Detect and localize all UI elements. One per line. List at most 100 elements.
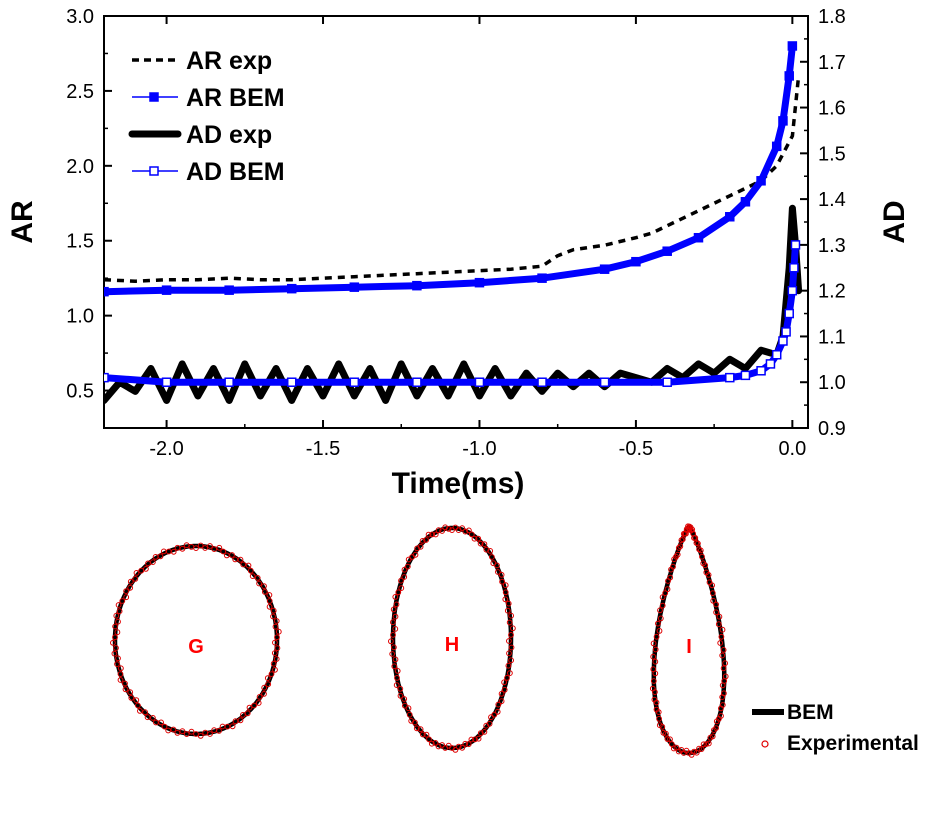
experimental-point xyxy=(237,556,244,563)
legend-experimental-label: Experimental xyxy=(787,732,919,755)
experimental-point xyxy=(270,613,276,620)
experimental-point xyxy=(703,741,710,747)
legend-label: AD exp xyxy=(186,121,272,149)
experimental-point xyxy=(713,718,720,725)
data-point-ad-bem xyxy=(790,240,801,250)
experimental-point xyxy=(123,588,129,594)
experimental-point xyxy=(650,640,657,647)
experimental-point xyxy=(392,656,399,663)
experimental-point xyxy=(211,727,218,734)
experimental-point xyxy=(142,709,149,716)
experimental-point xyxy=(174,730,181,736)
data-point-ad-bem xyxy=(474,377,485,387)
experimental-point xyxy=(193,731,199,737)
experimental-point xyxy=(718,705,724,712)
experimental-point xyxy=(719,694,726,700)
experimental-point xyxy=(459,744,466,751)
experimental-point xyxy=(699,553,705,560)
experimental-point xyxy=(255,700,262,706)
experimental-point xyxy=(275,628,282,635)
experimental-point xyxy=(249,573,256,579)
experimental-point xyxy=(719,682,726,689)
experimental-point xyxy=(692,535,699,541)
experimental-point xyxy=(392,626,399,632)
experimental-point xyxy=(455,743,462,750)
x-tick-label: -2.0 xyxy=(149,438,183,460)
y2-tick-label: 1.2 xyxy=(818,281,846,303)
experimental-point xyxy=(150,559,156,565)
experimental-point xyxy=(425,531,432,538)
experimental-point xyxy=(388,638,394,645)
experimental-point xyxy=(685,525,692,531)
experimental-point xyxy=(183,731,190,737)
data-point-ar-bem xyxy=(224,285,234,295)
legend-label: AR BEM xyxy=(186,84,285,112)
experimental-point xyxy=(143,566,149,572)
experimental-point xyxy=(393,682,400,688)
experimental-point xyxy=(459,525,466,532)
experimental-point xyxy=(261,583,267,589)
data-point-ar-bem xyxy=(599,264,610,274)
experimental-point xyxy=(705,572,712,578)
y-tick-label: 0.5 xyxy=(66,381,94,403)
experimental-point xyxy=(111,650,118,657)
series-line-ar-exp xyxy=(104,75,801,283)
experimental-point xyxy=(261,589,268,595)
experimental-point xyxy=(495,701,502,708)
experimental-point xyxy=(508,612,515,619)
data-point-ar-bem xyxy=(631,256,641,267)
experimental-point xyxy=(272,666,278,673)
experimental-point xyxy=(261,684,268,691)
experimental-point xyxy=(663,730,669,737)
experimental-point xyxy=(649,685,656,692)
experimental-point xyxy=(674,551,681,558)
experimental-point xyxy=(650,653,657,660)
experimental-point xyxy=(393,601,400,608)
y2-tick-label: 1.0 xyxy=(818,372,846,394)
experimental-point xyxy=(412,551,419,558)
data-point-ad-bem xyxy=(161,377,172,387)
x-tick-label: -1.0 xyxy=(462,438,496,460)
data-point-ad-bem xyxy=(537,377,547,387)
experimental-point xyxy=(150,715,156,721)
data-point-ar-bem xyxy=(662,246,672,256)
shape-i: I xyxy=(649,523,729,758)
experimental-point xyxy=(273,618,280,624)
experimental-point xyxy=(508,632,514,638)
experimental-point xyxy=(115,618,121,625)
experimental-point xyxy=(487,548,494,554)
experimental-point xyxy=(127,584,134,591)
experimental-point xyxy=(656,628,663,634)
y-tick-label: 2.0 xyxy=(66,156,94,178)
experimental-point xyxy=(161,723,168,730)
experimental-point xyxy=(659,602,666,609)
data-point-ad-bem xyxy=(725,372,735,383)
y-tick-label: 1.0 xyxy=(66,306,94,328)
experimental-point xyxy=(716,613,723,620)
data-point-ad-bem xyxy=(662,377,672,387)
legend-swatch-marker xyxy=(149,92,159,102)
shape-legend: BEM Experimental xyxy=(752,701,919,755)
experimental-point xyxy=(664,586,671,593)
experimental-point xyxy=(502,582,509,589)
experimental-point xyxy=(256,580,263,587)
experimental-point xyxy=(115,655,121,662)
legend-bem-label: BEM xyxy=(787,701,834,724)
experimental-point xyxy=(397,692,404,699)
experimental-point xyxy=(261,691,267,697)
experimental-point xyxy=(220,548,227,555)
experimental-point xyxy=(391,663,398,670)
data-point-ar-bem xyxy=(784,71,794,81)
experimental-point xyxy=(401,574,408,580)
experimental-point xyxy=(506,619,513,626)
experimental-point xyxy=(197,542,204,549)
experimental-point xyxy=(157,553,164,560)
experimental-point xyxy=(679,536,686,543)
experimental-point xyxy=(274,634,280,641)
experimental-point xyxy=(397,685,404,692)
line-chart: -2.0 -1.5 -1.0 -0.5 0.0 0.5 1.0 1.5 2.0 2.5 3.0 0.9… xyxy=(6,6,911,500)
experimental-point xyxy=(719,626,726,633)
experimental-point xyxy=(498,690,505,697)
experimental-point xyxy=(273,656,280,662)
